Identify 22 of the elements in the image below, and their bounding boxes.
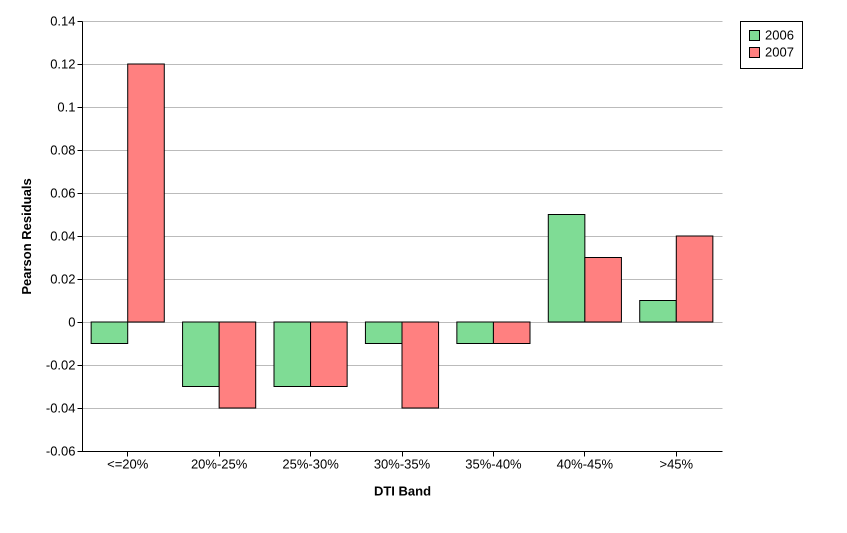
legend-label: 2006 <box>765 28 794 42</box>
x-tick-label: 20%-25% <box>190 456 248 472</box>
y-tick-label: -0.06 <box>46 444 76 458</box>
x-tick-label: 30%-35% <box>374 456 431 472</box>
y-tick-label: 0.12 <box>50 56 76 72</box>
y-tick-label: 0.1 <box>57 100 76 114</box>
x-tick-label: <=20% <box>107 456 149 472</box>
x-tick-label: 35%-40% <box>465 456 522 472</box>
y-tick-label: 0.02 <box>50 272 76 286</box>
x-tick-label: 25%-30% <box>282 456 340 472</box>
y-axis-title: Pearson Residuals <box>18 178 34 295</box>
x-axis-title: DTI Band <box>374 484 432 498</box>
y-tick-label: 0.08 <box>50 142 76 158</box>
y-tick-label: 0.04 <box>50 228 76 244</box>
y-tick-label: 0 <box>68 314 76 330</box>
y-tick-label: 0.06 <box>50 186 76 200</box>
y-tick-label: -0.02 <box>46 358 76 372</box>
x-tick-label: >45% <box>659 456 694 472</box>
legend-label: 2007 <box>765 44 794 60</box>
y-tick-label: 0.14 <box>50 14 76 28</box>
y-tick-label: -0.04 <box>46 400 76 416</box>
x-tick-label: 40%-45% <box>556 456 614 472</box>
